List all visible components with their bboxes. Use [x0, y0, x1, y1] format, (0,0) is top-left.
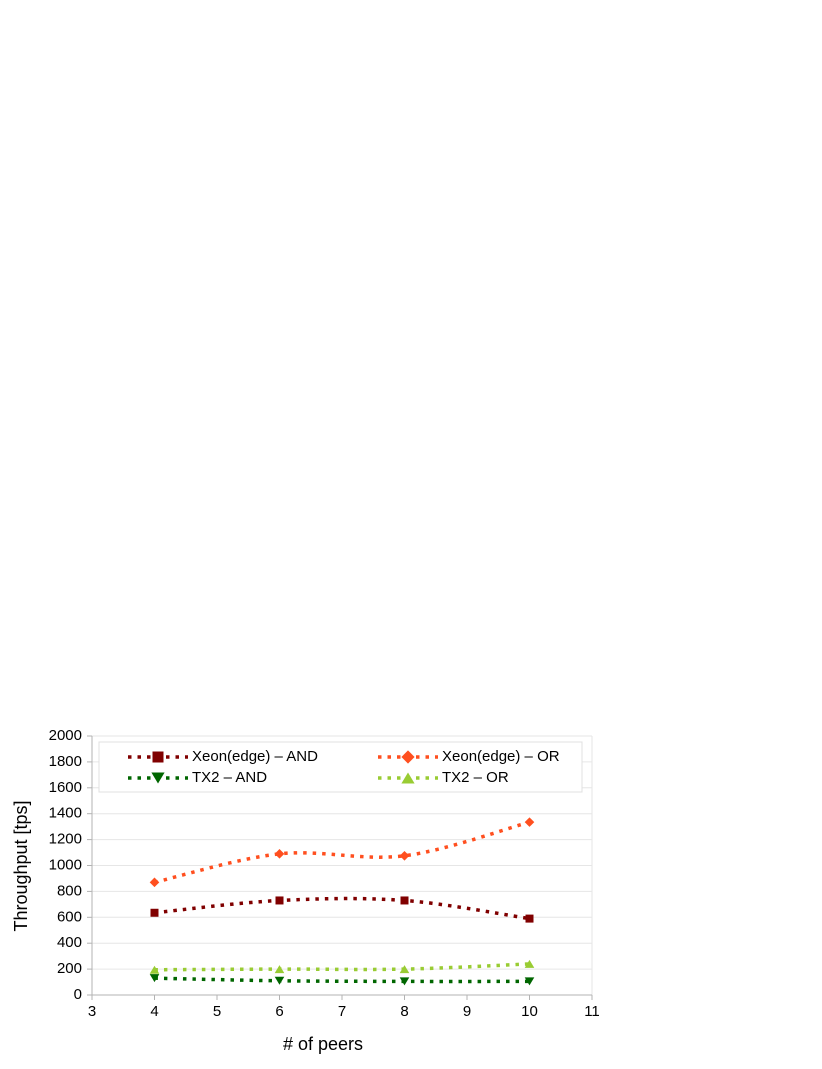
- x-tick-label: 8: [400, 1003, 408, 1020]
- y-tick-label: 2000: [49, 727, 82, 744]
- x-tick-label: 4: [150, 1003, 158, 1020]
- marker: [151, 772, 165, 784]
- marker: [401, 750, 415, 764]
- legend-label: TX2 – AND: [192, 769, 267, 786]
- y-tick-label: 1400: [49, 805, 82, 822]
- legend-label: Xeon(edge) – AND: [192, 748, 318, 765]
- y-tick-label: 800: [57, 882, 82, 899]
- marker: [274, 849, 285, 859]
- series-line: [154, 896, 530, 921]
- y-tick-label: 1000: [49, 856, 82, 873]
- marker: [274, 965, 285, 974]
- x-tick-label: 11: [584, 1003, 600, 1020]
- y-tick-label: 200: [57, 960, 82, 977]
- x-tick-label: 10: [521, 1003, 538, 1020]
- x-tick-label: 3: [88, 1003, 96, 1020]
- x-axis-label: # of peers: [283, 1034, 363, 1054]
- y-tick-label: 400: [57, 934, 82, 951]
- legend-label: Xeon(edge) – OR: [442, 748, 560, 765]
- series-line: [154, 976, 530, 984]
- x-tick-label: 7: [338, 1003, 346, 1020]
- legend-box: [98, 741, 583, 793]
- marker: [524, 977, 535, 986]
- marker: [399, 965, 410, 974]
- marker: [524, 817, 535, 827]
- series-line: [154, 820, 530, 885]
- y-tick-label: 0: [74, 986, 82, 1003]
- x-tick-label: 6: [275, 1003, 283, 1020]
- marker: [400, 896, 409, 905]
- x-tick-label: 5: [213, 1003, 221, 1020]
- x-tick-label: 9: [463, 1003, 471, 1020]
- marker: [149, 974, 160, 983]
- marker: [524, 959, 535, 968]
- marker: [149, 877, 160, 888]
- legend-label: TX2 – OR: [442, 769, 509, 786]
- y-axis-label: Throughput [tps]: [11, 800, 31, 931]
- y-tick-label: 1200: [49, 831, 82, 848]
- marker: [399, 850, 410, 861]
- marker: [150, 908, 159, 917]
- y-tick-label: 1800: [49, 753, 82, 770]
- marker: [275, 896, 284, 905]
- y-tick-label: 1600: [49, 779, 82, 796]
- marker: [152, 751, 164, 763]
- y-tick-label: 600: [57, 908, 82, 925]
- marker: [401, 772, 415, 784]
- marker: [525, 914, 534, 923]
- marker: [149, 965, 160, 974]
- marker: [399, 977, 410, 986]
- marker: [274, 976, 285, 985]
